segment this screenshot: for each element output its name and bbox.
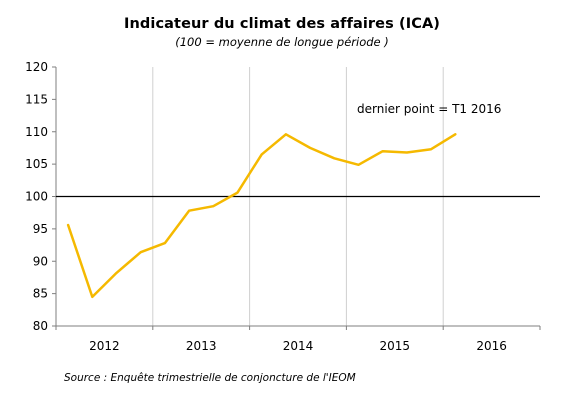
last-point-annotation: dernier point = T1 2016 — [357, 102, 501, 116]
x-tick-label: 2015 — [380, 339, 411, 353]
chart-title: Indicateur du climat des affaires (ICA) — [123, 16, 441, 32]
y-tick-label: 105 — [25, 157, 48, 171]
x-tick-label: 2013 — [186, 339, 217, 353]
y-tick-label: 90 — [33, 254, 48, 268]
y-tick-label: 80 — [33, 319, 48, 333]
series-line — [66, 133, 457, 299]
x-tick-label: 2012 — [89, 339, 120, 353]
y-tick-label: 120 — [25, 60, 48, 74]
y-tick-label: 95 — [33, 222, 48, 236]
y-tick-label: 110 — [25, 125, 48, 139]
y-tick-label: 100 — [25, 190, 48, 204]
chart-subtitle: (100 = moyenne de longue période ) — [175, 35, 389, 49]
x-tick-label: 2016 — [476, 339, 507, 353]
source-note: Source : Enquête trimestrielle de conjon… — [64, 372, 356, 384]
y-tick-label: 115 — [25, 92, 48, 106]
y-tick-label: 85 — [33, 287, 48, 301]
x-tick-label: 2014 — [283, 339, 314, 353]
